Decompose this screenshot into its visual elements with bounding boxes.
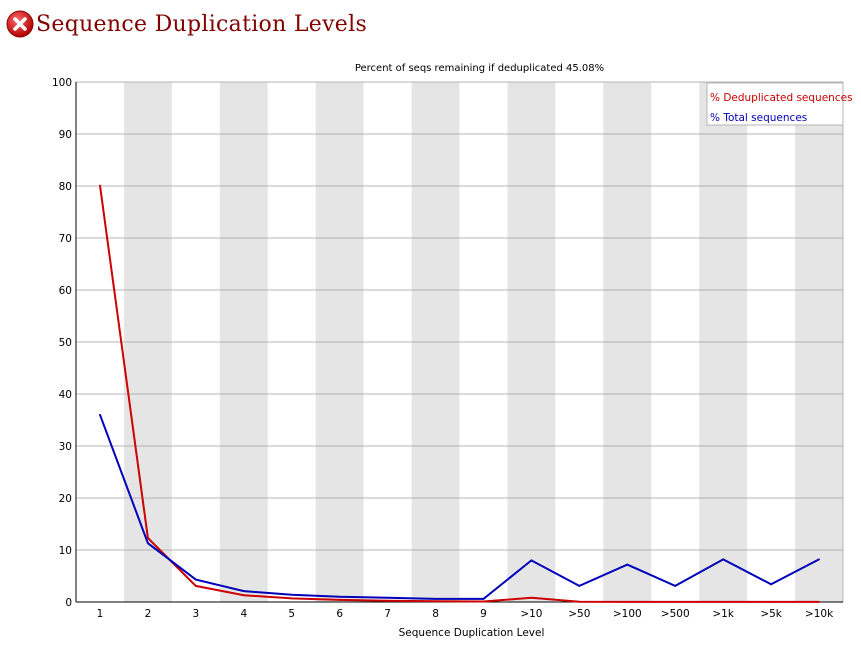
y-tick-label: 0: [65, 597, 72, 609]
x-tick-label: 1: [97, 608, 104, 620]
x-tick-label: >1k: [712, 608, 734, 620]
data-point: [482, 597, 485, 600]
data-point: [147, 542, 149, 545]
error-icon: [6, 10, 34, 38]
x-tick-label: >5k: [760, 608, 782, 620]
data-point: [194, 584, 197, 587]
x-tick-label: 4: [240, 608, 247, 620]
x-tick-label: 6: [336, 608, 343, 620]
data-point: [818, 558, 820, 561]
chart-title: Percent of seqs remaining if deduplicate…: [355, 63, 604, 74]
y-tick-label: 10: [59, 545, 72, 557]
data-point: [434, 600, 437, 603]
data-point: [818, 601, 820, 603]
data-point: [386, 596, 389, 599]
page-header: Sequence Duplication Levels: [6, 6, 367, 42]
data-point: [99, 413, 101, 416]
x-tick-label: 7: [384, 608, 391, 620]
data-point: [386, 599, 389, 602]
data-point: [626, 600, 629, 603]
data-point: [242, 590, 245, 592]
legend-entry: % Total sequences: [710, 112, 807, 124]
data-point: [338, 595, 341, 598]
data-point: [530, 596, 533, 599]
x-tick-label: 5: [288, 608, 295, 620]
data-point: [434, 597, 437, 600]
data-point: [530, 559, 533, 562]
x-axis-label: Sequence Duplication Level: [399, 627, 545, 639]
legend-entry: % Deduplicated sequences: [710, 92, 853, 104]
series-line-1: [99, 414, 820, 600]
data-point: [578, 584, 581, 587]
x-tick-label: >500: [661, 608, 690, 620]
data-point: [674, 600, 677, 603]
data-point: [242, 594, 245, 597]
data-point: [338, 599, 341, 601]
x-tick-label: >100: [613, 608, 642, 620]
x-tick-label: >50: [568, 608, 590, 620]
data-point: [770, 601, 772, 603]
y-tick-label: 40: [59, 389, 72, 401]
y-tick-label: 50: [59, 337, 72, 349]
x-tick-label: 2: [145, 608, 152, 620]
x-tick-label: 3: [193, 608, 200, 620]
page-title: Sequence Duplication Levels: [36, 11, 368, 37]
data-point: [99, 184, 101, 187]
y-tick-label: 60: [59, 285, 72, 297]
y-tick-label: 20: [59, 493, 72, 505]
series-line-0: [99, 185, 819, 603]
data-point: [290, 597, 293, 600]
y-tick-label: 30: [59, 441, 72, 453]
x-tick-label: 9: [480, 608, 487, 620]
legend-box: [706, 82, 844, 126]
data-point: [722, 601, 725, 603]
data-point: [722, 558, 725, 561]
data-point: [290, 593, 293, 596]
data-point: [194, 578, 197, 581]
data-point: [147, 537, 149, 539]
y-tick-label: 70: [59, 233, 72, 245]
x-tick-label: >10: [520, 608, 542, 620]
x-tick-label: >10k: [805, 608, 834, 620]
data-point: [674, 584, 677, 587]
data-point: [482, 600, 485, 603]
data-point: [626, 563, 629, 566]
y-tick-label: 100: [52, 77, 72, 89]
y-tick-label: 80: [59, 181, 72, 193]
x-tick-label: 8: [432, 608, 439, 620]
data-point: [578, 600, 581, 603]
y-tick-label: 90: [59, 129, 72, 141]
data-point: [770, 583, 772, 586]
